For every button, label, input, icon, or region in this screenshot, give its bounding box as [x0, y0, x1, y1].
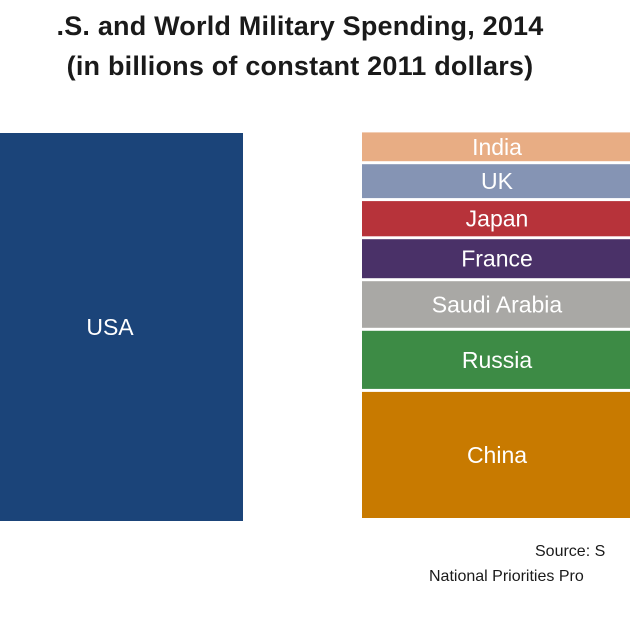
bar-label-usa: USA — [86, 314, 134, 340]
chart-title: .S. and World Military Spending, 2014 — [56, 11, 544, 41]
bar-segment-uk — [362, 164, 630, 199]
bar-segment-usa — [0, 133, 243, 521]
source-note-line-2: National Priorities Pro — [429, 568, 584, 585]
source-note-line-1: Source: S — [535, 543, 606, 560]
bar-segment-saudi-arabia — [362, 281, 630, 328]
bar-label-france: France — [461, 246, 533, 272]
bar-segment-india — [362, 132, 630, 162]
bar-label-saudi-arabia: Saudi Arabia — [432, 292, 563, 318]
bar-label-japan: Japan — [466, 206, 529, 232]
bar-label-russia: Russia — [462, 347, 533, 373]
bar-segment-china — [362, 391, 630, 518]
bar-label-india: India — [472, 134, 522, 160]
bar-label-china: China — [467, 442, 527, 468]
bar-segment-france — [362, 239, 630, 279]
bar-segment-russia — [362, 330, 630, 389]
chart-subtitle: (in billions of constant 2011 dollars) — [66, 51, 534, 81]
bar-label-uk: UK — [481, 168, 514, 194]
bar-segment-japan — [362, 201, 630, 237]
